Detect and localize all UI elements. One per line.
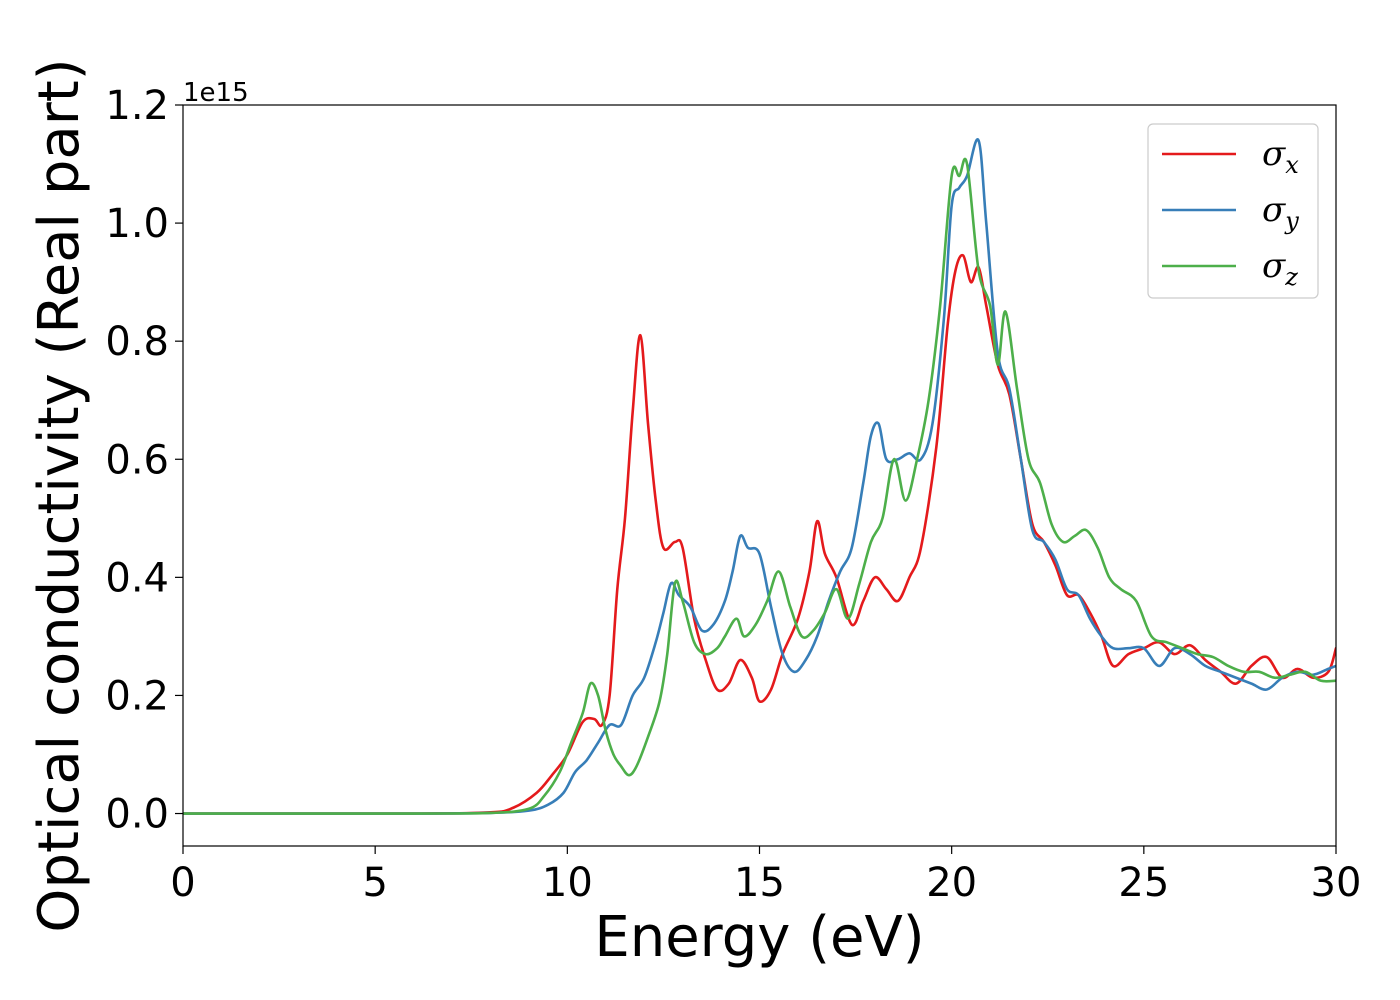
y-tick-label: 1.0 xyxy=(105,201,169,247)
y-tick-label: 1.2 xyxy=(105,83,169,129)
legend: σx σy σz xyxy=(1147,123,1319,299)
y-tick-label: 0.4 xyxy=(105,555,169,601)
series-layer xyxy=(183,138,1336,815)
x-tick-label: 15 xyxy=(734,860,785,906)
y-tick-label: 0.2 xyxy=(105,673,169,719)
y-offset-label: 1e15 xyxy=(183,78,249,108)
y-tick-label: 0.6 xyxy=(105,437,169,483)
ticks-layer: 0 5 10 15 20 25 30 0.0 0.2 0.4 0.6 0.8 1.0 1.2 xyxy=(105,83,1361,906)
legend-label-y: σy xyxy=(1262,190,1299,235)
series-line-x xyxy=(183,253,1336,815)
y-tick-label: 0.0 xyxy=(105,792,169,838)
x-tick-label: 30 xyxy=(1311,860,1362,906)
x-tick-label: 20 xyxy=(926,860,977,906)
x-tick-label: 10 xyxy=(542,860,593,906)
y-tick-label: 0.8 xyxy=(105,319,169,365)
legend-label-x: σx xyxy=(1262,134,1299,179)
x-tick-label: 25 xyxy=(1118,860,1169,906)
legend-label-z: σz xyxy=(1262,246,1298,291)
x-axis-label: Energy (eV) xyxy=(594,905,924,970)
series-line-y xyxy=(183,138,1336,815)
y-axis-label: Optical conductivity (Real part) xyxy=(27,58,92,932)
series-line-z xyxy=(183,157,1336,815)
x-tick-label: 0 xyxy=(170,860,195,906)
x-tick-label: 5 xyxy=(362,860,387,906)
